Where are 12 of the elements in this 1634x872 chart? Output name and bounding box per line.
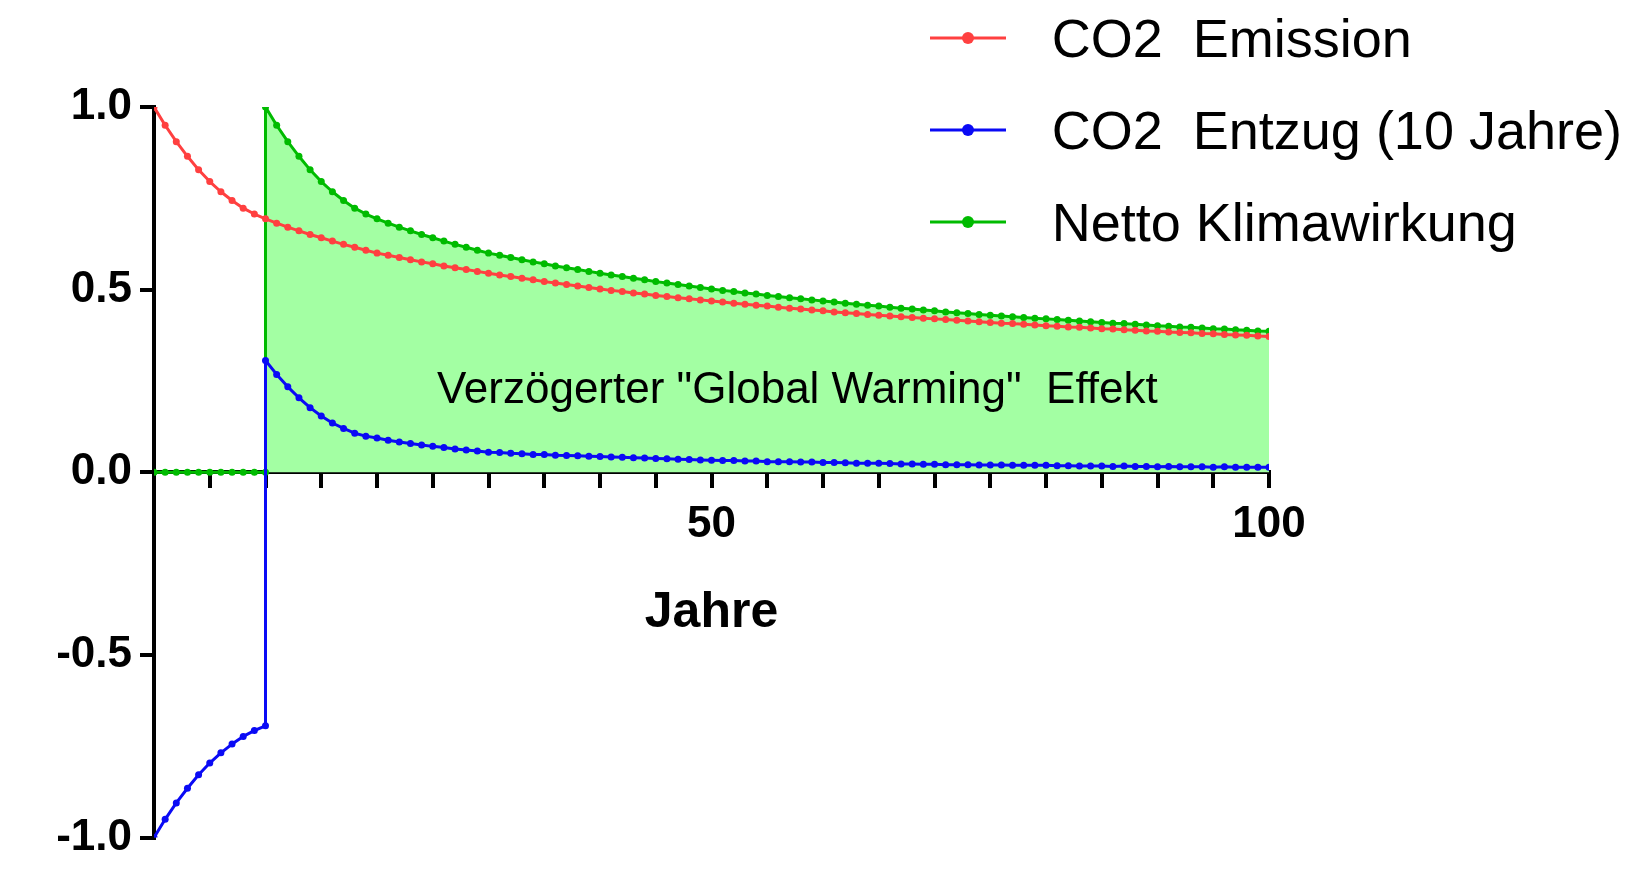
legend-label: CO2 Entzug (10 Jahre) (1051, 100, 1622, 160)
y-tick-label: 0.5 (70, 261, 132, 311)
x-tick-label: 100 (1232, 496, 1306, 546)
annotation: Verzögerter "Global Warming" Effekt (436, 363, 1158, 414)
legend-label: Netto Klimawirkung (1051, 192, 1517, 252)
y-tick-label: -1.0 (56, 809, 132, 859)
y-tick-label: 0.0 (70, 444, 132, 494)
x-tick-label: 50 (687, 496, 736, 546)
y-tick-label: 1.0 (70, 79, 132, 129)
y-tick-label: -0.5 (56, 627, 132, 677)
x-axis-title: Jahre (644, 581, 779, 638)
legend-label: CO2 Emission (1051, 8, 1412, 68)
